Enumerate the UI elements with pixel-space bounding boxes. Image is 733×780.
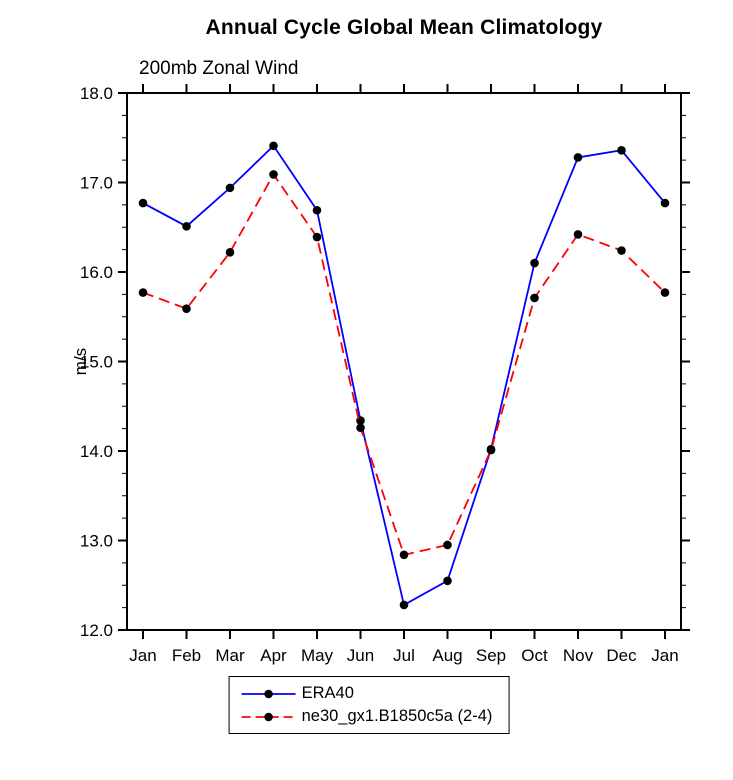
data-point-marker	[182, 304, 191, 313]
y-tick-label: 12.0	[80, 621, 113, 640]
data-point-marker	[617, 246, 626, 255]
x-tick-label: Apr	[260, 646, 287, 665]
plot-frame	[126, 92, 682, 631]
y-tick-label: 14.0	[80, 442, 113, 461]
legend-item-ne30: ne30_gx1.B1850c5a (2-4)	[240, 707, 493, 726]
data-point-marker	[660, 288, 670, 297]
data-point-marker	[399, 550, 409, 560]
x-tick-label: Sep	[476, 646, 506, 665]
x-tick-label: Aug	[432, 646, 462, 665]
y-tick-label: 18.0	[80, 84, 113, 103]
y-axis-title: m/s	[71, 348, 90, 375]
legend: ERA40 ne30_gx1.B1850c5a (2-4)	[228, 676, 510, 734]
chart-title: Annual Cycle Global Mean Climatology	[205, 16, 603, 39]
data-point-marker	[530, 258, 539, 268]
axis-labels: 12.0 13.0 14.0 15.0 16.0 17.0 18.0 Jan Feb Mar Apr…	[71, 84, 679, 665]
legend-marker-icon	[264, 689, 273, 698]
data-point-marker	[269, 170, 278, 179]
chart-subtitle: 200mb Zonal Wind	[139, 58, 299, 79]
legend-item-era40: ERA40	[240, 684, 493, 703]
x-tick-label: Feb	[172, 646, 201, 665]
y-tick-label: 17.0	[80, 174, 113, 193]
x-tick-label: Dec	[606, 646, 637, 665]
data-point-marker	[225, 248, 235, 257]
x-tick-label: Oct	[521, 646, 548, 665]
data-point-marker	[138, 198, 148, 208]
axes	[118, 84, 690, 639]
x-tick-label: Mar	[215, 646, 245, 665]
data-point-marker	[312, 232, 322, 242]
data-point-marker	[660, 198, 670, 208]
data-point-marker	[617, 145, 626, 155]
legend-line-sample-dashed	[241, 712, 296, 721]
data-point-marker	[530, 293, 539, 303]
data-point-marker	[269, 141, 278, 151]
data-point-marker	[225, 183, 235, 193]
data-point-marker	[138, 288, 148, 297]
data-point-marker	[573, 153, 583, 162]
y-tick-label: 13.0	[80, 532, 113, 551]
legend-label-ne30: ne30_gx1.B1850c5a (2-4)	[301, 707, 493, 725]
series-era40	[138, 141, 670, 610]
data-point-marker	[399, 600, 409, 610]
legend-line-sample-solid	[241, 689, 296, 698]
x-tick-label: Jun	[347, 646, 374, 665]
data-point-marker	[486, 445, 496, 455]
data-point-marker	[443, 576, 452, 586]
data-point-marker	[443, 540, 452, 550]
data-point-marker	[573, 230, 583, 239]
y-tick-label: 16.0	[80, 263, 113, 282]
y-tick-label: 15.0	[80, 353, 113, 372]
data-point-marker	[182, 222, 191, 231]
data-point-marker	[312, 205, 322, 215]
series-ne30_gx1-b1850c5a-2-4	[138, 170, 670, 560]
legend-marker-icon	[264, 712, 273, 721]
x-tick-label: May	[301, 646, 334, 665]
x-tick-label: Jan	[129, 646, 156, 665]
x-tick-label: Jan	[651, 646, 678, 665]
legend-label-era40: ERA40	[301, 684, 354, 702]
x-tick-label: Jul	[393, 646, 415, 665]
x-tick-label: Nov	[563, 646, 594, 665]
data-point-marker	[356, 423, 365, 433]
